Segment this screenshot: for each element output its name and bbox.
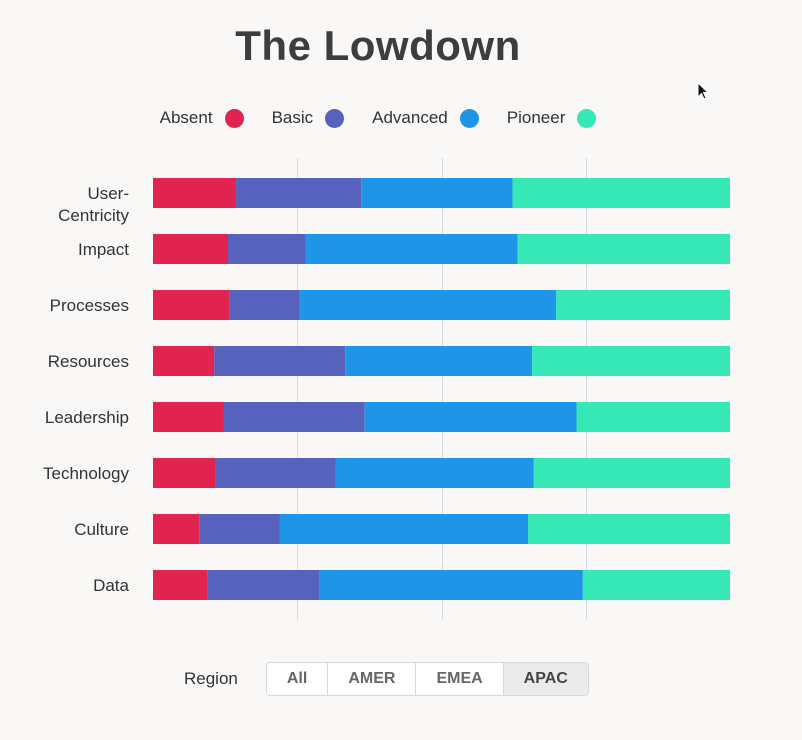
bar-segment-absent[interactable] — [153, 234, 229, 264]
legend-item-advanced: Advanced — [372, 108, 479, 128]
mouse-cursor-icon — [697, 82, 710, 100]
legend-label: Advanced — [372, 108, 448, 127]
region-option-apac[interactable]: APAC — [503, 663, 588, 695]
bar-segment-basic[interactable] — [236, 178, 362, 208]
category-label: Culture — [74, 520, 129, 539]
bar-segment-advanced[interactable] — [345, 346, 533, 376]
category-label: Processes — [50, 296, 129, 315]
bar-segment-basic[interactable] — [207, 570, 320, 600]
bar-segment-basic[interactable] — [229, 290, 300, 320]
bar-segment-basic[interactable] — [199, 514, 280, 544]
legend-item-basic: Basic — [272, 108, 345, 128]
legend-swatch — [577, 108, 597, 128]
region-label: Region — [184, 669, 238, 688]
bar-segment-pioneer[interactable] — [533, 458, 730, 488]
legend-item-absent: Absent — [160, 108, 244, 128]
bar-segment-pioneer[interactable] — [517, 234, 730, 264]
bar-segment-pioneer[interactable] — [576, 402, 730, 432]
bar-segment-absent[interactable] — [153, 290, 230, 320]
bar-segment-basic[interactable] — [228, 234, 306, 264]
legend-swatch — [459, 108, 479, 128]
bar-segment-advanced[interactable] — [319, 570, 583, 600]
bar-segment-pioneer[interactable] — [528, 514, 730, 544]
legend-swatch — [325, 108, 345, 128]
bar-segment-absent[interactable] — [153, 570, 208, 600]
region-segmented-control: All AMER EMEA APAC — [265, 662, 589, 696]
region-option-all[interactable]: All — [266, 663, 329, 695]
region-option-amer[interactable]: AMER — [328, 663, 417, 695]
category-label: Impact — [78, 240, 129, 259]
bar-segment-basic[interactable] — [223, 402, 365, 432]
bar-segment-absent[interactable] — [153, 514, 200, 544]
legend-item-pioneer: Pioneer — [507, 108, 597, 128]
legend-swatch — [224, 108, 244, 128]
legend-label: Absent — [159, 108, 213, 127]
region-option-emea[interactable]: EMEA — [416, 663, 504, 695]
legend-label: Basic — [271, 108, 314, 127]
chart-title: The Lowdown — [235, 22, 521, 69]
region-filter: Region All AMER EMEA APAC — [184, 662, 589, 696]
category-label: Leadership — [45, 408, 129, 427]
bar-segment-absent[interactable] — [153, 346, 215, 376]
bar-segment-advanced[interactable] — [364, 402, 577, 432]
category-label: Resources — [48, 352, 129, 371]
bar-segment-pioneer[interactable] — [512, 178, 730, 208]
bar-segment-pioneer[interactable] — [556, 290, 730, 320]
bar-segment-advanced[interactable] — [361, 178, 513, 208]
bar-segment-advanced[interactable] — [299, 290, 557, 320]
category-label: Data — [93, 576, 129, 595]
bar-segment-advanced[interactable] — [335, 458, 534, 488]
bar-segment-advanced[interactable] — [305, 234, 518, 264]
category-label-line: User- — [87, 184, 129, 203]
bar-segment-pioneer[interactable] — [582, 570, 730, 600]
bar-segment-advanced[interactable] — [279, 514, 529, 544]
legend-label: Pioneer — [506, 108, 566, 127]
bar-segment-absent[interactable] — [153, 178, 237, 208]
category-label: User- Centricity — [58, 184, 129, 225]
category-label: Technology — [43, 464, 130, 483]
category-label-line: Centricity — [58, 206, 129, 225]
stacked-bar-chart: User- Centricity Impact Processes Resources L… — [43, 158, 730, 620]
bar-segment-absent[interactable] — [153, 402, 224, 432]
bar-segment-absent[interactable] — [153, 458, 216, 488]
bar-segment-basic[interactable] — [214, 346, 346, 376]
bar-segment-pioneer[interactable] — [532, 346, 730, 376]
bar-segment-basic[interactable] — [215, 458, 336, 488]
legend: Absent Basic Advanced Pioneer — [0, 108, 756, 128]
